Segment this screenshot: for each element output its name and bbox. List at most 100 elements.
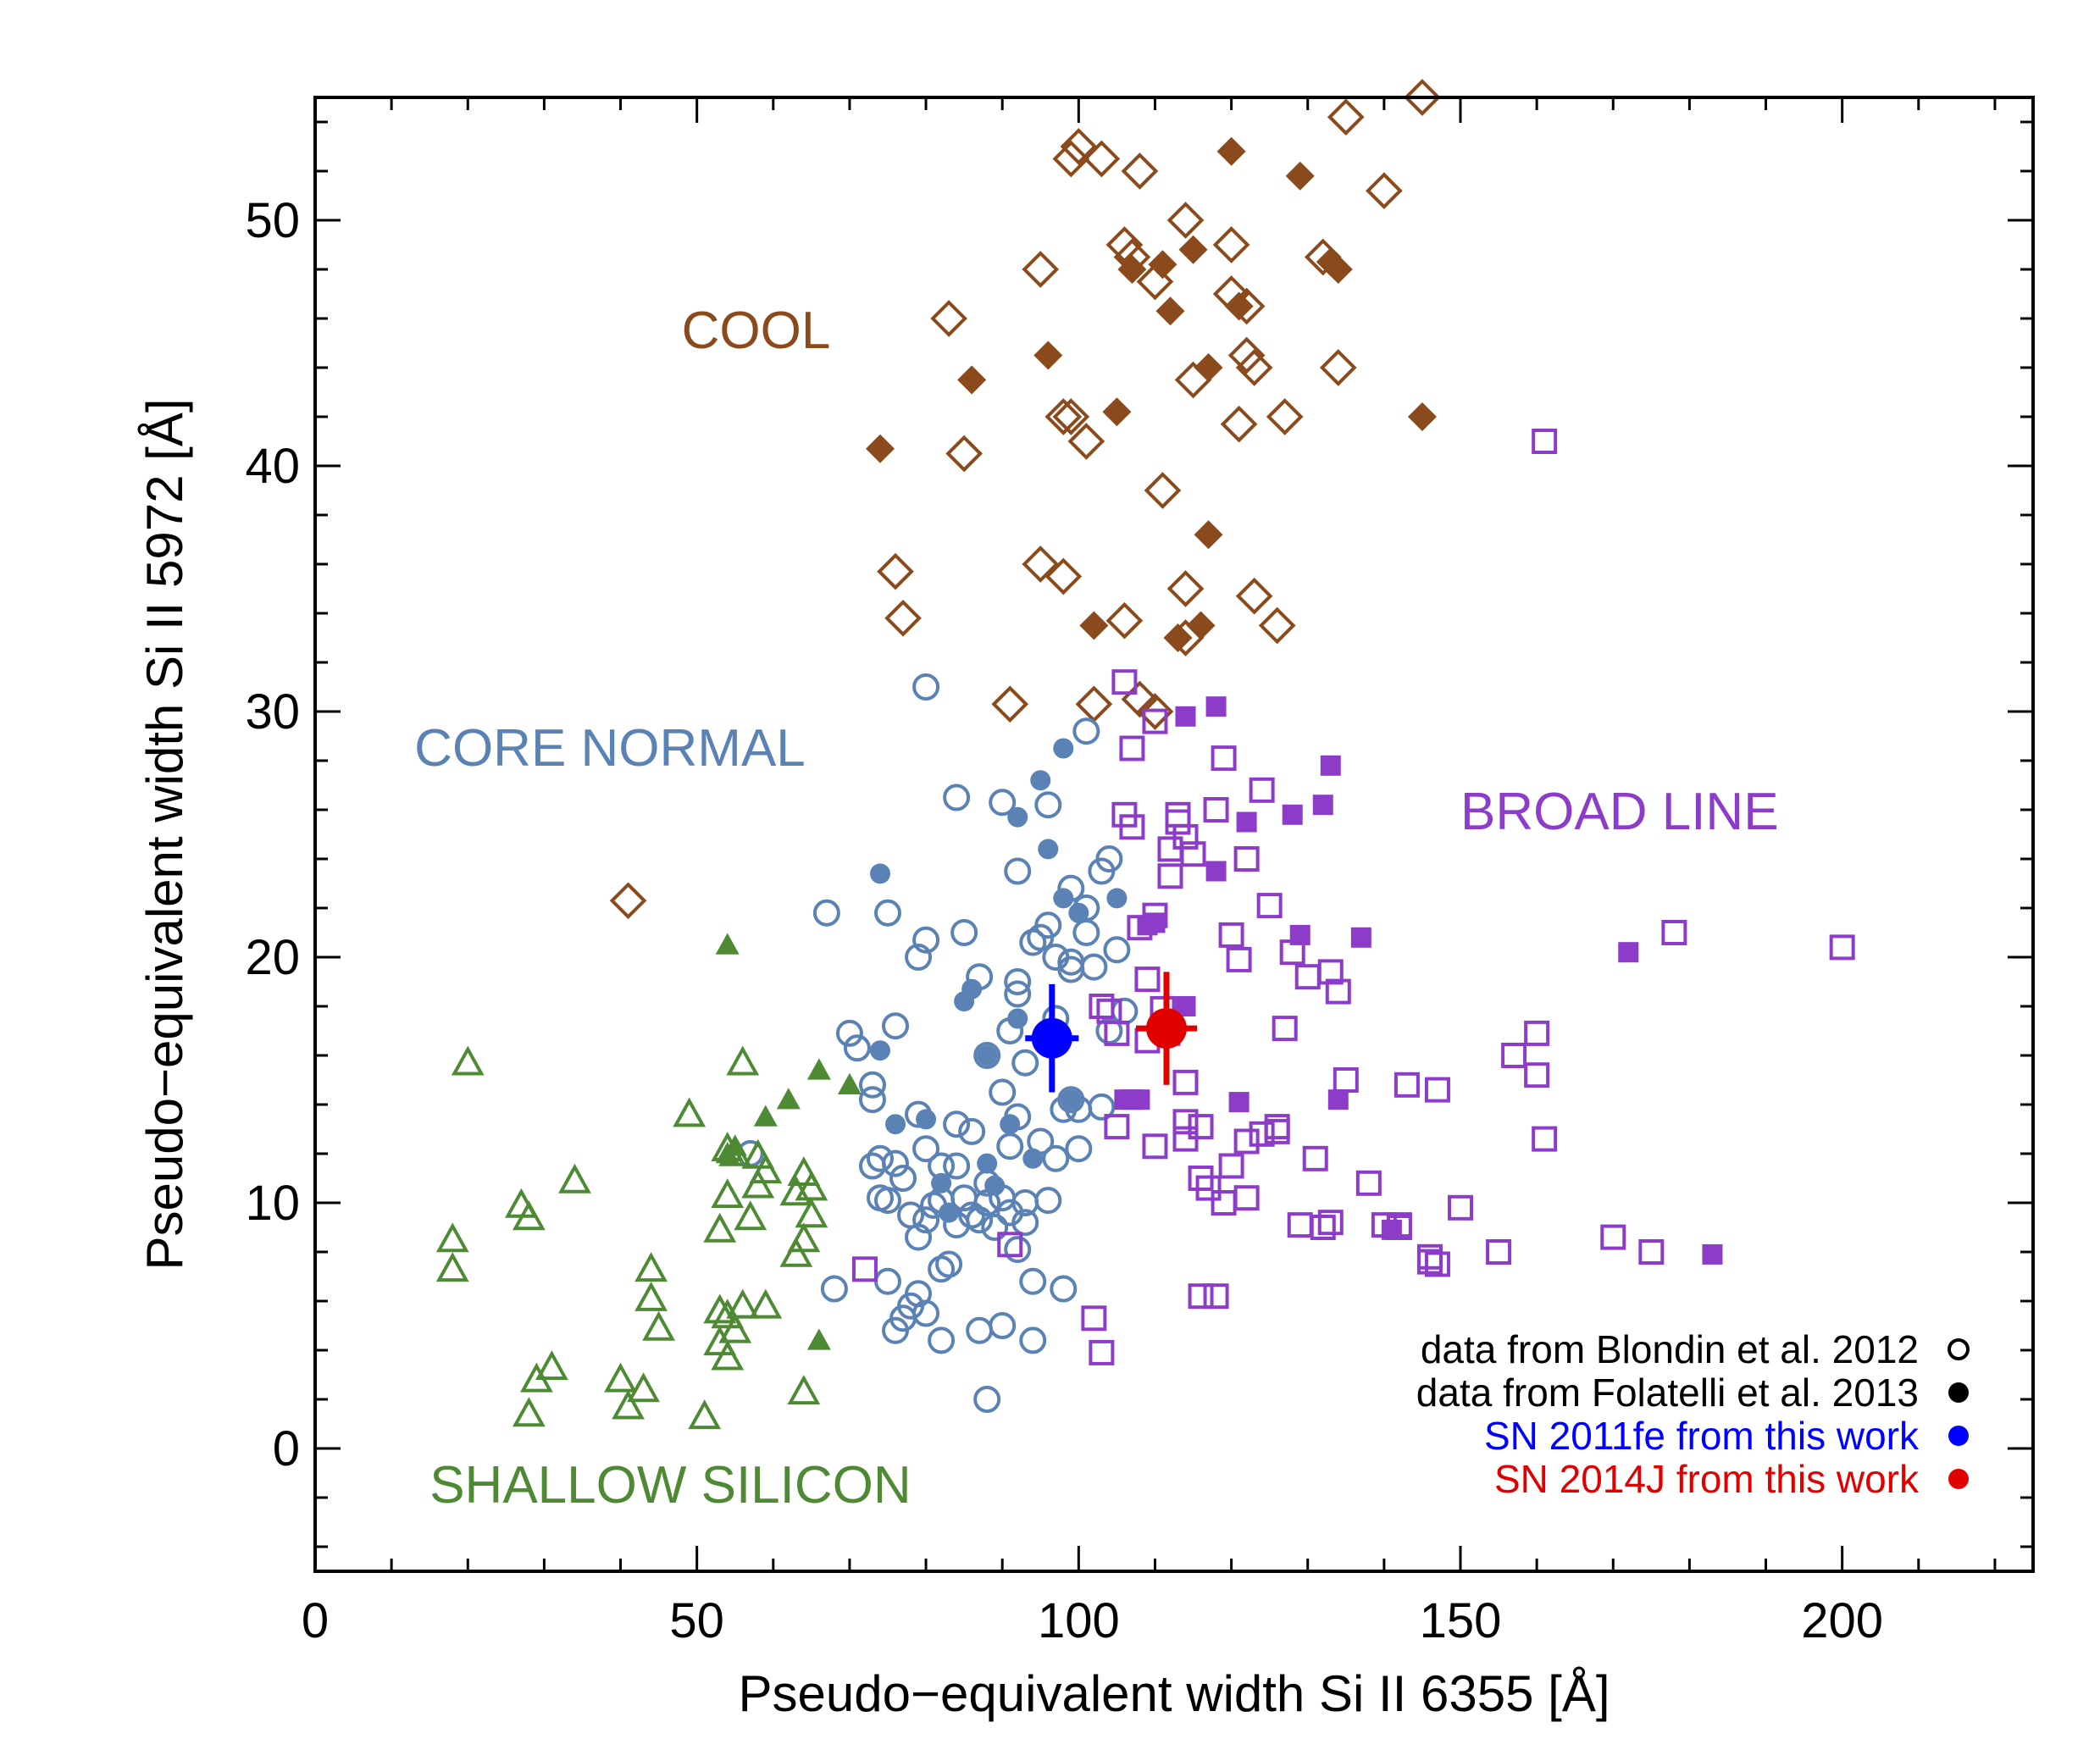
y-tick-label: 10 [245,1176,300,1231]
data-point [989,1312,1017,1339]
data-point [734,1200,767,1231]
data-point [1065,1135,1093,1163]
legend-label: SN 2011fe from this work [1484,1414,1920,1458]
data-point [1072,919,1100,946]
data-point [1155,296,1185,326]
data-point [1033,341,1063,370]
data-point [1289,924,1310,945]
group-label-cool: COOL [682,302,831,360]
data-point [1532,429,1558,454]
data-point [812,899,840,927]
data-point [1272,1016,1298,1042]
data-point [1188,1283,1214,1310]
data-point [1282,804,1303,825]
data-point [977,1153,998,1174]
data-point [1233,1128,1260,1155]
data-point [866,1144,894,1172]
data-point [1224,291,1254,321]
data-point [912,673,940,701]
legend-marker [1948,1382,1969,1403]
data-point [1524,1020,1550,1046]
data-point [1103,936,1131,964]
data-point [1424,1077,1450,1103]
data-point [1264,1118,1290,1144]
data-point [991,685,1029,723]
data-point [1088,1093,1116,1121]
x-tick-label: 150 [1420,1593,1502,1648]
data-point [1105,601,1144,640]
data-point [996,1133,1024,1160]
data-point [711,1178,745,1209]
data-point [1312,795,1333,816]
data-point [882,1149,910,1177]
data-point [634,1281,668,1311]
data-point [741,1138,775,1169]
data-point [1011,1189,1039,1216]
data-point [1218,922,1244,948]
data-point [912,1135,940,1163]
data-point [1104,1114,1130,1140]
data-point [753,1105,778,1127]
data-point [1011,1049,1039,1077]
data-point [1302,1145,1328,1171]
data-point [1227,336,1266,374]
data-point [1172,1109,1199,1135]
data-point [558,1163,591,1193]
data-point [1327,98,1365,136]
data-point [1486,1239,1512,1265]
data-point [869,863,890,884]
data-point [1350,927,1371,948]
data-point [535,1350,568,1381]
data-point [1661,920,1687,945]
data-point [627,1372,660,1403]
data-point [711,1340,745,1371]
data-point [749,1288,783,1319]
data-point [943,784,971,811]
data-point [1136,263,1174,301]
data-point [966,1206,994,1234]
data-point [1404,79,1441,116]
series-sn-2014j-from-this-work-9 [1135,972,1198,1085]
data-point [1394,1072,1420,1098]
data-point [1381,1219,1402,1240]
group-labels: COOL CORE NORMAL BROAD LINE SHALLOW SILICON [414,302,1778,1515]
data-point [726,1288,760,1319]
group-label-shallow-silicon: SHALLOW SILICON [429,1456,911,1515]
data-point [1038,839,1059,860]
data-point [1106,888,1128,909]
data-point [943,1110,971,1138]
data-point [1203,1283,1229,1310]
data-point [1072,717,1100,745]
data-point [1195,1175,1222,1201]
data-point [1366,172,1403,210]
data-point [843,1034,871,1062]
data-point [787,1375,821,1405]
data-point [1004,968,1032,995]
data-point [1089,994,1115,1019]
data-point [1618,942,1639,963]
data-point [749,1154,783,1184]
data-point [954,991,975,1012]
data-point [865,434,895,463]
data-point [1532,1126,1558,1152]
data-point [1044,557,1083,595]
data-point [451,1045,485,1076]
x-tick-label: 0 [302,1593,329,1648]
data-point [1205,696,1227,717]
data-point [1333,1067,1359,1093]
data-point [1053,738,1074,759]
data-point [1172,1126,1199,1152]
data-point [1325,978,1351,1005]
data-point [512,1397,546,1427]
data-point [776,1088,801,1110]
data-point [989,789,1017,817]
data-point [1052,140,1090,178]
data-point [1083,140,1121,178]
data-point [787,1156,821,1186]
data-point [1157,863,1183,889]
data-point [897,1292,925,1320]
data-point [1638,1239,1665,1265]
data-point [912,926,940,954]
